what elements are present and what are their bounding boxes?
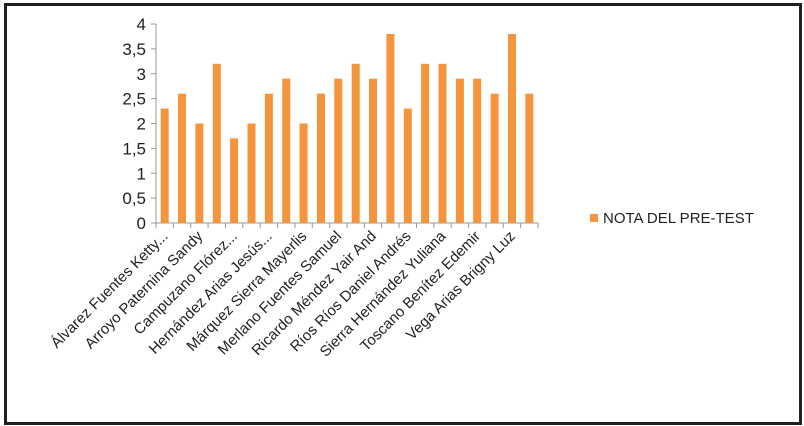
bar [178,93,186,223]
bar [490,93,499,223]
legend-swatch [590,214,598,222]
chart-frame: 0 0,5 1 1,5 2 2,5 3 3,5 4 Álvarez Fuentes Ketty.… [4,3,802,425]
bar [195,123,204,223]
bar [317,93,325,223]
bar [264,93,273,223]
bar [525,93,534,223]
y-tick-label: 1,5 [122,139,146,158]
legend-label: NOTA DEL PRE-TEST [603,210,754,227]
bar [299,123,308,223]
y-tick-label: 0 [137,214,146,233]
bar [386,34,395,223]
y-tick-label: 2 [137,115,146,134]
bar [473,78,482,223]
y-tick-label: 3 [137,65,146,84]
y-tick-label: 1 [137,164,146,183]
bar [403,108,412,223]
bar [282,78,291,223]
bar [421,63,430,223]
bar-chart: 00,511,522,533,54 Álvarez Fuentes Ketty.… [48,15,754,361]
bar [369,78,377,223]
y-tick-label: 0,5 [122,189,146,208]
bar [230,138,239,223]
bar [455,78,464,223]
bar [334,78,343,223]
y-tick-label: 2,5 [122,90,146,109]
bar [351,63,360,223]
bar [247,123,256,223]
y-tick-label: 4 [137,15,146,34]
bar [212,63,221,223]
bar [438,63,447,223]
y-tick-label: 3,5 [122,40,146,59]
bar [160,108,169,223]
bar [508,34,516,223]
